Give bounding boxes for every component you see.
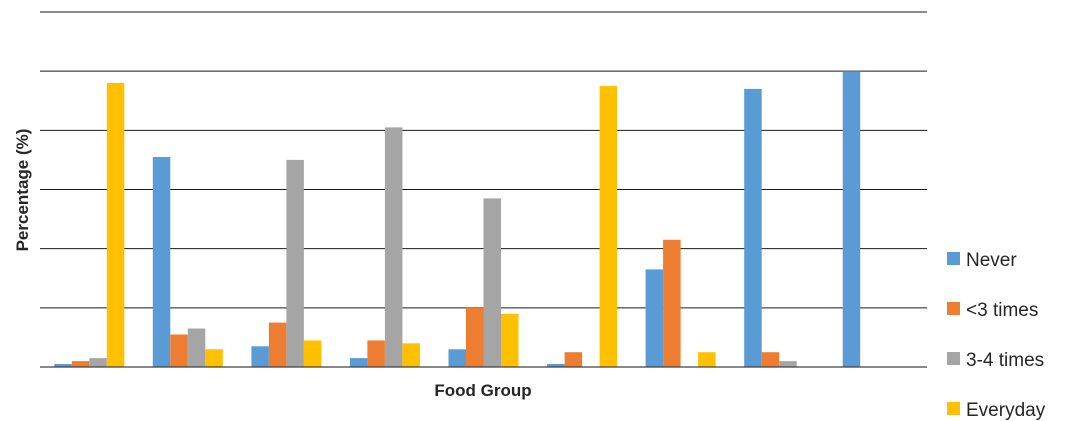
legend-label-everyday: Everyday bbox=[966, 400, 1046, 421]
bar-everyday-7 bbox=[698, 352, 716, 367]
legend-label-never: Never bbox=[966, 250, 1017, 271]
bar-3-4-times-2 bbox=[187, 328, 206, 367]
bar-never-8 bbox=[744, 88, 762, 368]
bar-3-times-1 bbox=[71, 361, 90, 367]
bar-3-4-times-1 bbox=[89, 358, 107, 367]
bar-3-times-2 bbox=[170, 334, 188, 367]
bar-everyday-3 bbox=[303, 340, 322, 367]
bar-3-times-8 bbox=[761, 352, 780, 367]
bar-everyday-4 bbox=[402, 343, 420, 367]
bar-everyday-1 bbox=[106, 83, 125, 367]
bar-3-times-7 bbox=[663, 239, 681, 367]
bar-3-times-6 bbox=[564, 352, 583, 367]
bar-3-4-times-8 bbox=[779, 361, 797, 367]
bar-everyday-2 bbox=[205, 349, 223, 368]
legend-swatch-3-4-times bbox=[947, 352, 960, 365]
bars bbox=[54, 71, 861, 368]
bar-never-1 bbox=[54, 364, 72, 367]
bar-everyday-6 bbox=[599, 86, 618, 367]
x-axis-title: Food Group bbox=[434, 381, 531, 400]
bar-3-times-4 bbox=[367, 340, 385, 367]
legend-label-3-times: <3 times bbox=[966, 300, 1038, 321]
bar-never-7 bbox=[645, 269, 664, 367]
bar-never-4 bbox=[349, 358, 368, 367]
bar-3-4-times-5 bbox=[483, 198, 501, 367]
y-axis-title: Percentage (%) bbox=[13, 129, 32, 252]
bar-3-times-5 bbox=[466, 307, 484, 367]
bar-3-times-3 bbox=[268, 322, 287, 367]
bar-never-6 bbox=[547, 364, 565, 367]
bar-never-2 bbox=[152, 157, 171, 367]
bar-3-4-times-3 bbox=[286, 159, 304, 367]
legend-swatch-never bbox=[947, 252, 960, 265]
legend-swatch-everyday bbox=[947, 402, 960, 415]
bar-everyday-5 bbox=[501, 313, 519, 368]
bar-never-5 bbox=[448, 349, 466, 368]
legend-label-3-4-times: 3-4 times bbox=[966, 350, 1044, 371]
legend-swatch-3-times bbox=[947, 302, 960, 315]
legend: Never <3 times 3-4 times Everyday bbox=[947, 250, 1046, 421]
bar-never-3 bbox=[251, 346, 269, 367]
gridlines bbox=[40, 11, 927, 309]
bar-3-4-times-4 bbox=[384, 127, 403, 368]
bar-never-9 bbox=[842, 71, 861, 367]
